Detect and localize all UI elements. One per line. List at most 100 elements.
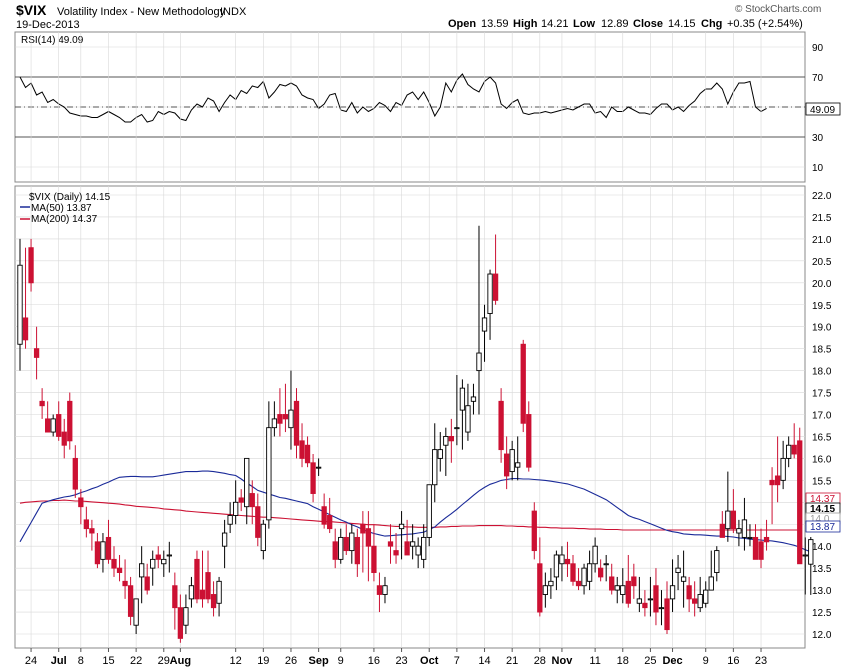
candle [210,581,217,617]
candle [531,502,537,560]
x-tick-label: 24 [25,655,37,667]
candle-body [448,436,454,442]
candle [769,467,775,525]
candle [83,506,90,538]
price-y-tick: 22.0 [812,191,832,202]
candle-body [17,264,23,345]
x-tick-label: 23 [395,655,407,667]
ohlc-low-value: 12.89 [601,18,629,30]
candle-body [465,405,471,433]
candle [470,383,477,415]
candle-body [752,536,759,560]
candle-body [387,541,394,547]
candle-body [470,396,477,402]
candle-body [542,585,549,595]
ohlc-chg-label: Chg [701,18,722,30]
candle-body [476,352,482,372]
candle [39,388,45,419]
candle-body [144,576,150,591]
candle-body [503,453,510,477]
candle-body [780,457,786,481]
candle [33,326,40,380]
candle-body [409,541,416,547]
candle [387,524,394,564]
candle [780,440,786,490]
candle [752,524,759,560]
x-tick-label: 14 [478,655,490,667]
candle-body [33,348,40,358]
candle-body [642,602,648,609]
candle-body [216,580,222,604]
header-date: 19-Dec-2013 [16,19,80,31]
candle [161,550,167,577]
price-y-ticks: 22.0 21.5 21.0 20.5 20.0 19.5 19.0 18.5 18.0 17.5… [812,191,832,641]
candle [310,454,316,503]
candle-body [310,462,316,494]
candle [708,550,714,591]
candle-body [808,539,814,565]
price-y-tick: 12.5 [812,608,832,619]
candle-body [360,523,366,534]
candle-body [205,572,211,600]
price-frame [14,185,806,649]
candle [183,594,189,634]
candle [642,590,648,617]
candle-body [570,563,576,582]
candle [244,457,250,525]
rsi-y-tick: 10 [812,163,824,174]
candle [454,374,460,446]
x-tick-label: 28 [534,655,546,667]
x-tick-label: 9 [703,655,709,667]
candle-body [221,532,228,547]
candle [111,546,117,577]
candle [293,388,300,459]
candle [277,388,283,437]
candle-body [763,536,770,543]
value-label-text: 13.87 [810,522,835,533]
candle-body [537,563,543,613]
candle [338,528,344,564]
candle [526,401,532,472]
candle-body [271,418,278,429]
candle [393,533,399,564]
candle-body [432,449,438,486]
candle-body [786,444,792,459]
x-tick-label: Sep [309,655,329,667]
candle-body [50,418,56,433]
candle-body [338,536,344,560]
candle-body [199,589,206,600]
candle-body [56,414,62,437]
candle-body [72,457,78,490]
x-tick-label: 16 [727,655,739,667]
candle-body [105,536,112,560]
candle [343,524,349,555]
candle [365,511,372,582]
candle-body [487,273,493,314]
candle [233,480,239,525]
candle [382,576,388,604]
candle [658,590,665,626]
rsi-title: RSI(14) 49.09 [21,35,84,46]
candle [564,541,571,577]
candle-body [548,580,554,587]
candle-body [327,515,333,530]
candle [354,528,360,577]
value-label-text: 14.0 [810,514,830,525]
candle-body [282,414,289,420]
candle-body [188,585,195,600]
candle [542,572,549,608]
candle [620,568,626,604]
candle [786,436,792,468]
candle [559,546,565,582]
candle-body [155,554,161,560]
price-y-tick: 14.0 [812,542,832,553]
candle [797,427,803,565]
candle [669,559,676,613]
candle [503,436,510,490]
candle-body [526,414,532,468]
candle-body [725,510,731,530]
candle-body [609,576,615,591]
candle-body [277,414,283,424]
candle [144,563,150,595]
candle-body [139,563,145,578]
